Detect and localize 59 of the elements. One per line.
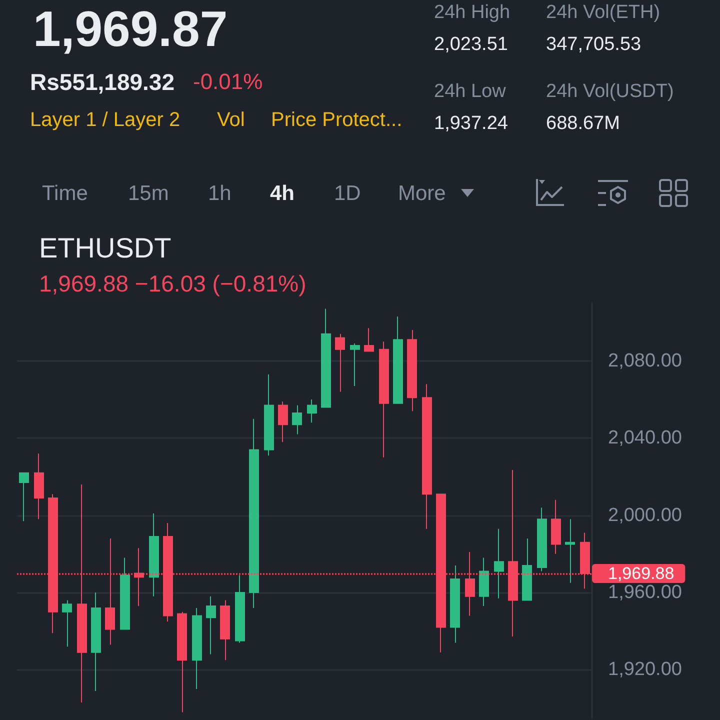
- text: Layer 1 / Layer 2: [30, 109, 180, 131]
- candlestick: [350, 343, 360, 386]
- candlestick: [249, 418, 259, 608]
- candlestick: [565, 518, 575, 584]
- text: 2,023.51: [434, 34, 508, 55]
- text: 24h Vol(ETH): [546, 2, 660, 23]
- text: Time: [42, 182, 88, 205]
- candlestick: [407, 330, 417, 412]
- candlestick: [91, 592, 101, 692]
- y-tick-label: 2,080.00: [608, 350, 682, 372]
- text: More: [398, 182, 446, 205]
- candlestick: [307, 399, 317, 424]
- candlestick: [364, 328, 374, 352]
- candlestick: [278, 400, 288, 442]
- chart-title: ETHUSDT: [39, 232, 172, 264]
- text: 15m: [128, 182, 169, 205]
- text: Rs551,189.32: [30, 69, 175, 95]
- y-tick-label: 2,040.00: [608, 428, 682, 449]
- y-tick-label: 1,920.00: [608, 659, 682, 680]
- candlestick: [422, 384, 432, 530]
- text: 24h Low: [434, 81, 506, 102]
- candlestick: [120, 557, 130, 630]
- y-tick-label: 1,960.00: [608, 582, 682, 604]
- text: 1,937.24: [434, 113, 508, 134]
- candlestick: [335, 333, 345, 392]
- candlestick: [379, 341, 389, 458]
- text: 1h: [208, 182, 232, 205]
- candlestick: [62, 600, 72, 648]
- candlestick: [177, 611, 187, 713]
- text: 1D: [334, 182, 361, 205]
- candlestick: [192, 607, 202, 690]
- text: 688.67M: [546, 113, 620, 134]
- text: -0.01%: [193, 69, 263, 94]
- candlestick: [479, 557, 489, 607]
- candlestick: [494, 528, 504, 599]
- candlestick: [220, 600, 230, 661]
- candlestick: [19, 472, 29, 522]
- candlestick: [321, 308, 331, 408]
- ref-line-label: 1,969.88: [608, 564, 674, 583]
- text: 1,969.87: [33, 1, 228, 57]
- text: Price Protect...: [271, 109, 402, 131]
- candlestick: [537, 507, 547, 572]
- candlestick: [450, 565, 460, 644]
- chart-subtitle: 1,969.88 −16.03 (−0.81%): [39, 270, 306, 296]
- candlestick: [235, 574, 245, 644]
- text: 347,705.53: [546, 34, 642, 55]
- candlestick: [522, 538, 532, 601]
- candlestick: [264, 374, 274, 456]
- y-tick-label: 2,000.00: [608, 504, 682, 526]
- candlestick: [149, 512, 159, 597]
- candlestick: [34, 453, 44, 520]
- candlestick: [551, 499, 561, 554]
- text: 24h Vol(USDT): [546, 81, 674, 102]
- text: Vol: [217, 109, 245, 131]
- candlestick: [206, 596, 216, 655]
- text: 24h High: [434, 2, 510, 23]
- candlestick: [292, 404, 302, 435]
- candlestick: [393, 316, 403, 404]
- text: 4h: [270, 182, 295, 205]
